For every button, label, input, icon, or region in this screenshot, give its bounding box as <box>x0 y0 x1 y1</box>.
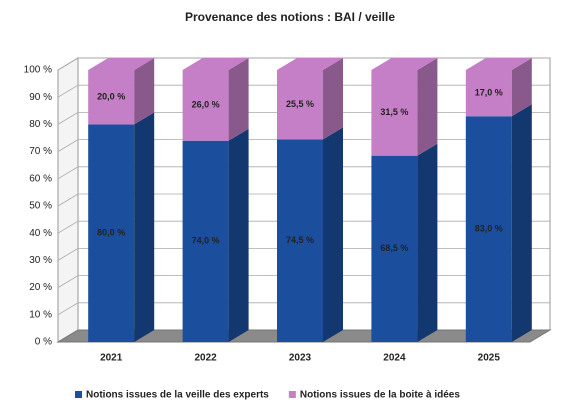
data-label: 68,5 % <box>380 243 408 253</box>
bar-side <box>323 127 343 342</box>
data-label: 17,0 % <box>475 87 503 97</box>
bar-segment <box>465 116 512 343</box>
bar-segment <box>371 70 418 156</box>
data-label: 74,0 % <box>192 236 220 246</box>
bar-top <box>371 58 438 70</box>
bar-segment <box>371 155 418 342</box>
bar-side <box>417 143 438 342</box>
y-tick-label: 10 % <box>29 309 52 320</box>
bar-side <box>228 128 249 342</box>
legend-swatch <box>288 391 296 398</box>
y-tick-label: 80 % <box>29 119 52 130</box>
bar-side <box>228 58 249 141</box>
data-label: 74,5 % <box>286 235 314 245</box>
y-tick-label: 30 % <box>29 255 52 266</box>
bar-segment <box>182 70 229 141</box>
x-tick-label: 2023 <box>289 353 312 364</box>
bar-segment <box>88 70 135 125</box>
x-tick-label: 2022 <box>194 353 217 364</box>
chart-title: Provenance des notions : BAI / veille <box>185 10 395 24</box>
y-tick-label: 70 % <box>29 146 52 157</box>
legend-label: Notions issues de la veille des experts <box>86 390 269 401</box>
data-label: 25,5 % <box>286 99 314 109</box>
bar-side <box>134 58 155 125</box>
bar-side <box>323 58 343 140</box>
y-tick-label: 40 % <box>29 228 52 239</box>
y-tick-label: 90 % <box>29 92 52 103</box>
x-tick-label: 2024 <box>383 353 406 364</box>
data-label: 80,0 % <box>97 228 125 238</box>
bar-side <box>417 58 438 156</box>
x-tick-label: 2021 <box>100 353 123 364</box>
y-tick-label: 20 % <box>29 282 52 293</box>
bar-side <box>511 104 532 343</box>
data-label: 83,0 % <box>475 223 503 233</box>
data-label: 31,5 % <box>380 107 408 117</box>
y-tick-label: 100 % <box>24 65 52 76</box>
bar-segment <box>277 70 323 140</box>
legend-swatch <box>75 391 82 398</box>
bar-segment <box>182 140 229 342</box>
legend-label: Notions issues de la boite à idées <box>300 390 460 401</box>
data-label: 20,0 % <box>97 92 125 102</box>
y-tick-label: 50 % <box>29 201 52 212</box>
bar-side <box>511 58 532 117</box>
bar-top <box>277 58 343 70</box>
bar-top <box>182 58 249 70</box>
x-tick-label: 2025 <box>478 353 501 364</box>
bar-segment <box>465 70 512 117</box>
y-tick-label: 60 % <box>29 173 52 184</box>
bar-segment <box>277 139 323 342</box>
data-label: 26,0 % <box>192 100 220 110</box>
bar-side <box>134 112 155 343</box>
y-tick-label: 0 % <box>35 337 52 348</box>
bar-top <box>465 58 532 70</box>
bar-top <box>88 58 155 70</box>
bar-segment <box>88 124 135 343</box>
